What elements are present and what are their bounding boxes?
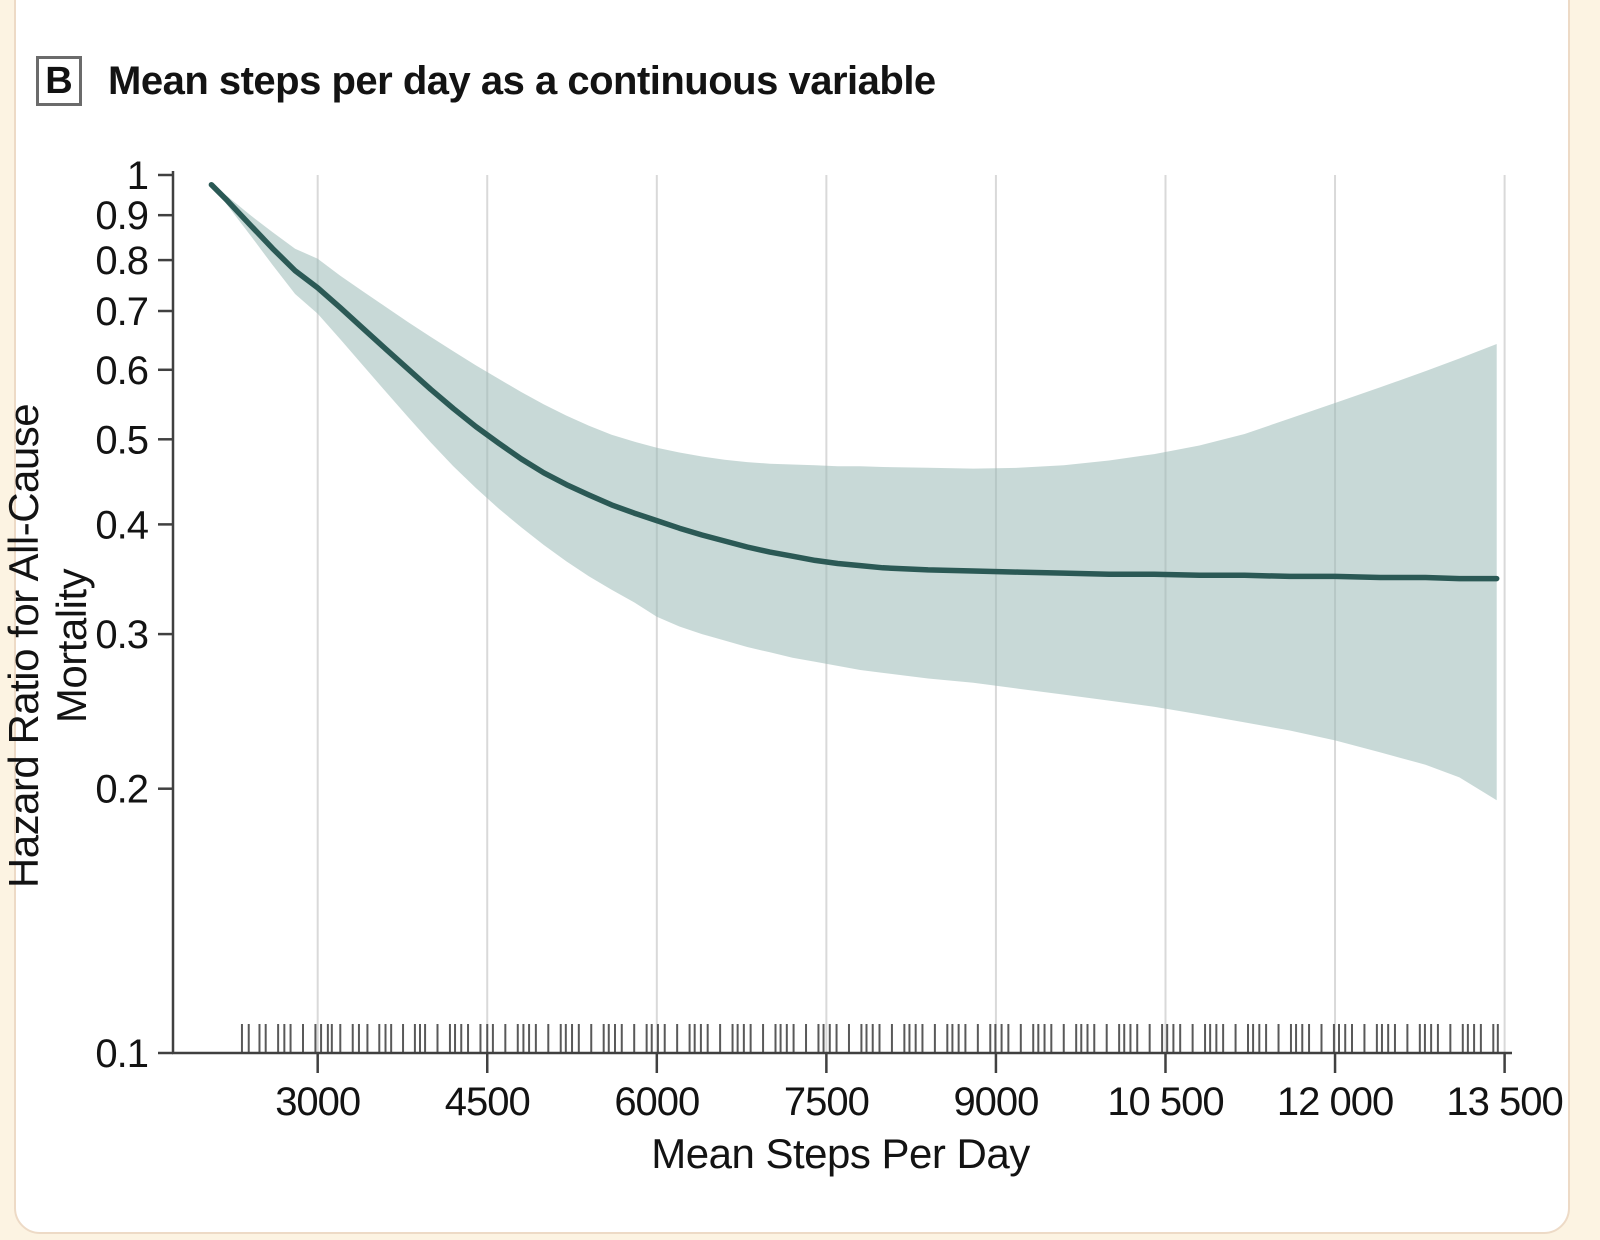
hr-curve	[208, 181, 1500, 582]
panel-title: B Mean steps per day as a continuous var…	[36, 56, 936, 106]
y-tick-label: 0.4	[95, 503, 148, 547]
x-tick-label: 3000	[275, 1080, 360, 1124]
x-tick-label: 9000	[953, 1080, 1038, 1124]
y-tick-label: 1	[127, 154, 148, 198]
x-tick-label: 6000	[614, 1080, 699, 1124]
y-tick-label: 0.3	[95, 613, 148, 657]
x-tick-label: 4500	[445, 1080, 530, 1124]
panel-letter-badge: B	[36, 56, 82, 106]
y-tick-label: 0.7	[95, 290, 148, 334]
y-tick-label: 0.5	[95, 418, 148, 462]
panel-title-text: Mean steps per day as a continuous varia…	[108, 58, 936, 103]
x-tick-label: 12 000	[1277, 1080, 1393, 1124]
ci-band	[211, 184, 1497, 801]
y-tick-label: 0.9	[95, 194, 148, 238]
x-tick-label: 13 500	[1446, 1080, 1562, 1124]
y-tick-label: 0.6	[95, 349, 148, 393]
x-tick-label: 7500	[784, 1080, 869, 1124]
y-tick-label: 0.1	[95, 1032, 148, 1076]
x-axis-title: Mean Steps Per Day	[651, 1130, 1030, 1177]
x-tick-label: 10 500	[1107, 1080, 1223, 1124]
y-tick-label: 0.8	[95, 239, 148, 283]
y-axis-title: Hazard Ratio for All-Cause Mortality	[0, 403, 95, 889]
y-tick-label: 0.2	[95, 768, 148, 812]
